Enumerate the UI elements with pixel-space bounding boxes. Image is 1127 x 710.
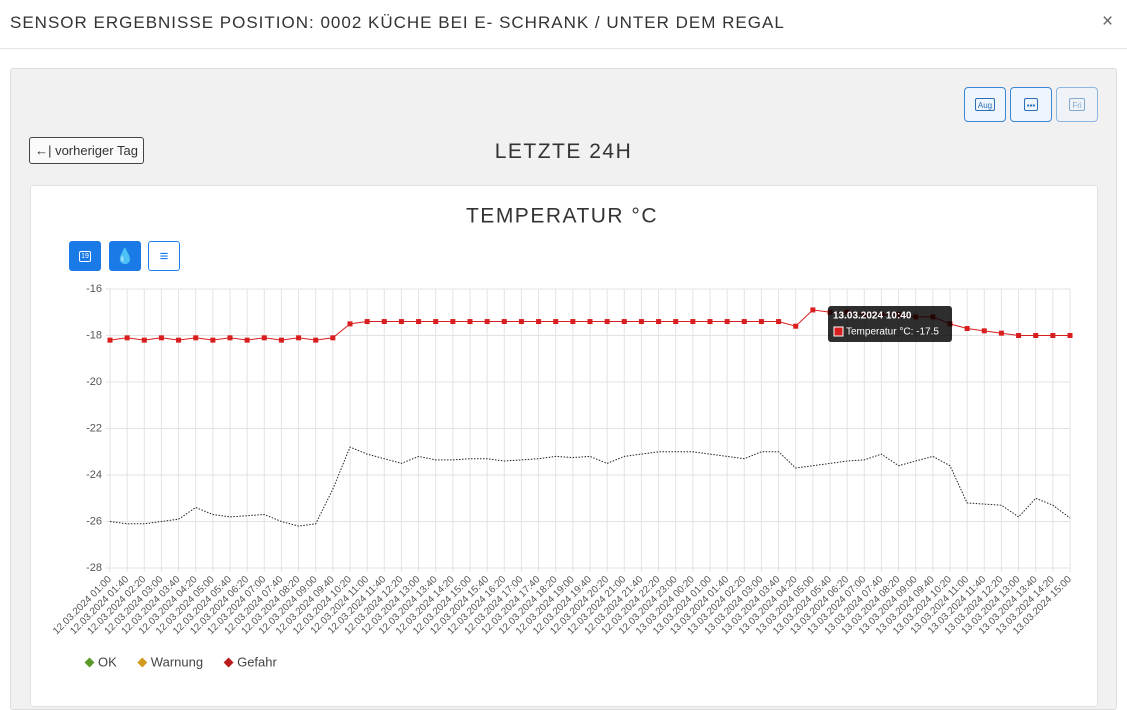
y-tick-label: -28 bbox=[86, 562, 102, 574]
series-point bbox=[604, 319, 610, 325]
series-point bbox=[741, 319, 747, 325]
series-point bbox=[570, 319, 576, 325]
series-point bbox=[981, 328, 987, 334]
series-point bbox=[998, 330, 1004, 336]
series-point bbox=[501, 319, 507, 325]
y-tick-label: -16 bbox=[86, 283, 102, 295]
series-point bbox=[124, 335, 130, 341]
legend-label: Gefahr bbox=[237, 654, 277, 669]
series-point bbox=[450, 319, 456, 325]
tooltip-swatch bbox=[833, 326, 844, 337]
series-point bbox=[553, 319, 559, 325]
range-heading: LETZTE 24H bbox=[494, 140, 633, 163]
series-point bbox=[1033, 333, 1039, 338]
week-icon: ▪▪▪ bbox=[1023, 98, 1039, 111]
series-point bbox=[1016, 333, 1022, 338]
modal-title: SENSOR ERGEBNISSE POSITION: 0002 KÜCHE B… bbox=[10, 13, 785, 32]
list-toggle[interactable]: ≡ bbox=[148, 241, 180, 271]
series-point bbox=[210, 337, 216, 343]
series-point bbox=[433, 319, 439, 325]
humidity-toggle[interactable]: 💧 bbox=[109, 241, 141, 271]
series-point bbox=[261, 335, 267, 341]
legend-label: Warnung bbox=[151, 654, 203, 669]
series-point bbox=[656, 319, 662, 325]
series-point bbox=[381, 319, 387, 325]
series-point bbox=[278, 337, 284, 343]
series-point bbox=[193, 335, 199, 341]
series-point bbox=[793, 323, 799, 329]
month-button[interactable]: Aug bbox=[964, 87, 1006, 122]
y-tick-label: -26 bbox=[86, 515, 102, 527]
divider bbox=[0, 48, 1127, 49]
series-point bbox=[296, 335, 302, 341]
calendar-toggle[interactable]: 19 bbox=[69, 241, 101, 271]
series-point bbox=[330, 335, 336, 341]
series-point bbox=[638, 319, 644, 325]
day-button[interactable]: Fri bbox=[1056, 87, 1098, 122]
series-point bbox=[707, 319, 713, 325]
previous-day-label: vorheriger Tag bbox=[55, 143, 138, 158]
series-point bbox=[398, 319, 404, 325]
y-tick-label: -18 bbox=[86, 329, 102, 341]
tooltip: 13.03.2024 10:40 Temperatur °C: -17.5 bbox=[828, 306, 952, 342]
legend-swatch bbox=[84, 657, 95, 668]
month-icon: Aug bbox=[974, 98, 996, 111]
series-point bbox=[484, 319, 490, 325]
series-point bbox=[467, 319, 473, 325]
series-point bbox=[536, 319, 542, 325]
series-point bbox=[107, 337, 113, 343]
series-point bbox=[347, 321, 353, 327]
series-point bbox=[416, 319, 422, 325]
legend-swatch bbox=[223, 657, 234, 668]
legend-swatch bbox=[137, 657, 148, 668]
series-point bbox=[227, 335, 233, 341]
series-point bbox=[776, 319, 782, 325]
series-point bbox=[587, 319, 593, 325]
series-point bbox=[758, 319, 764, 325]
y-tick-label: -22 bbox=[86, 422, 102, 434]
series-point bbox=[1067, 333, 1073, 338]
calendar-icon: 19 bbox=[79, 250, 91, 262]
y-tick-label: -24 bbox=[86, 469, 102, 481]
series-point bbox=[313, 337, 319, 343]
series-point bbox=[364, 319, 370, 325]
series-point bbox=[518, 319, 524, 325]
series-point bbox=[244, 337, 250, 343]
tooltip-box bbox=[828, 306, 952, 342]
series-line bbox=[109, 446, 1071, 527]
series-point bbox=[690, 319, 696, 325]
chart-title: TEMPERATUR °C bbox=[466, 205, 658, 228]
series-point bbox=[621, 319, 627, 325]
series-point bbox=[724, 319, 730, 325]
day-icon: Fri bbox=[1069, 98, 1085, 111]
legend-label: OK bbox=[98, 654, 117, 669]
close-button[interactable]: × bbox=[1102, 11, 1114, 32]
tooltip-text: Temperatur °C: -17.5 bbox=[846, 327, 939, 338]
series-point bbox=[141, 337, 147, 343]
series-point bbox=[810, 307, 816, 313]
series-point bbox=[158, 335, 164, 341]
tooltip-title: 13.03.2024 10:40 bbox=[833, 311, 912, 322]
series-point bbox=[1050, 333, 1056, 338]
previous-day-button[interactable]: ←| vorheriger Tag bbox=[29, 137, 144, 164]
week-button[interactable]: ▪▪▪ bbox=[1010, 87, 1052, 122]
y-tick-label: -20 bbox=[86, 376, 102, 388]
series-point bbox=[964, 326, 970, 332]
series-point bbox=[673, 319, 679, 325]
series-point bbox=[176, 337, 182, 343]
